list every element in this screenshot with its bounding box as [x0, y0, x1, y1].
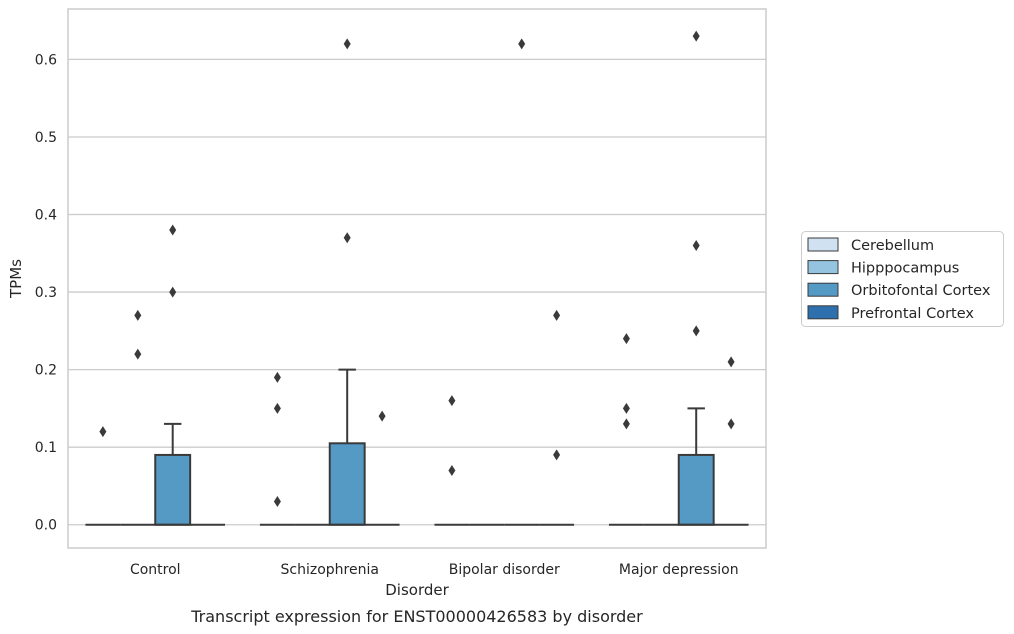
- gridlines: [68, 58, 766, 526]
- y-tick-label: 0.3: [35, 285, 57, 301]
- outlier-points: [99, 30, 735, 507]
- outlier-point: [448, 464, 456, 476]
- outlier-point: [378, 410, 386, 422]
- outlier-point: [134, 348, 142, 360]
- x-axis-label: Disorder: [385, 581, 449, 599]
- outlier-point: [553, 449, 561, 461]
- outlier-point: [273, 495, 281, 507]
- box-group: [154, 422, 192, 526]
- legend-label: Cerebellum: [851, 238, 934, 254]
- x-tick-label: Major depression: [619, 562, 739, 578]
- legend-swatch: [807, 237, 839, 252]
- outlier-point: [169, 224, 177, 236]
- box: [154, 453, 192, 526]
- y-tick-label: 0.0: [35, 518, 57, 534]
- outlier-point: [169, 286, 177, 298]
- outlier-point: [727, 418, 735, 430]
- legend-swatch: [807, 260, 839, 275]
- box-group: [328, 368, 366, 526]
- x-tick-label: Control: [130, 562, 181, 578]
- legend-label: Hipppocampus: [851, 261, 959, 277]
- box: [328, 442, 366, 526]
- box-group: [677, 407, 715, 526]
- outlier-point: [622, 402, 630, 414]
- outlier-point: [692, 325, 700, 337]
- plot-area-frame: [67, 8, 767, 549]
- y-axis-ticks: 0.0 0.1 0.2 0.3 0.4 0.5 0.6: [35, 52, 57, 533]
- y-tick-label: 0.2: [35, 363, 57, 379]
- box: [677, 453, 715, 526]
- legend: Cerebellum Hipppocampus Orbitofontal Corte…: [801, 231, 1004, 327]
- outlier-point: [343, 232, 351, 244]
- outlier-point: [553, 309, 561, 321]
- x-tick-label: Schizophrenia: [281, 562, 379, 578]
- legend-frame: [801, 231, 1004, 327]
- legend-label: Prefrontal Cortex: [851, 306, 974, 322]
- outlier-point: [273, 371, 281, 383]
- x-tick-label: Bipolar disorder: [449, 562, 560, 578]
- y-tick-label: 0.6: [35, 52, 57, 68]
- outlier-point: [518, 38, 526, 50]
- outlier-point: [273, 402, 281, 414]
- outlier-point: [134, 309, 142, 321]
- outlier-point: [448, 395, 456, 407]
- outlier-point: [343, 38, 351, 50]
- outlier-point: [622, 333, 630, 345]
- x-axis-ticks: Control Schizophrenia Bipolar disorder Majo…: [130, 562, 739, 578]
- outlier-point: [622, 418, 630, 430]
- y-axis-label: TPMs: [7, 259, 25, 299]
- outlier-point: [99, 426, 107, 438]
- chart-caption: Transcript expression for ENST0000042658…: [190, 607, 643, 626]
- y-tick-label: 0.5: [35, 130, 57, 146]
- outlier-point: [692, 30, 700, 42]
- legend-swatch: [807, 305, 839, 320]
- y-tick-label: 0.1: [35, 440, 57, 456]
- y-tick-label: 0.4: [35, 208, 57, 224]
- legend-label: Orbitofontal Cortex: [851, 283, 991, 299]
- outlier-point: [692, 240, 700, 252]
- box-series: [85, 368, 749, 526]
- outlier-point: [727, 356, 735, 368]
- legend-swatch: [807, 282, 839, 297]
